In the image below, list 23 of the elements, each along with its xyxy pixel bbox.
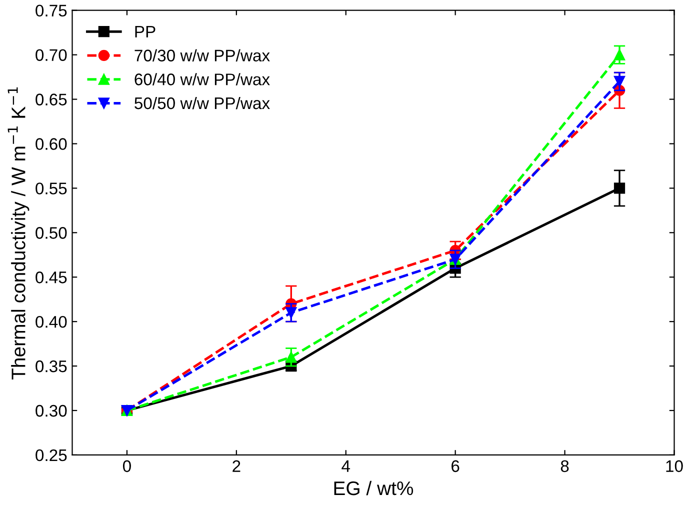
y-tick-label: 0.40 <box>36 316 67 328</box>
x-tick-label: 4 <box>342 460 350 472</box>
x-tick-label: 2 <box>232 460 240 472</box>
y-tick-label: 0.25 <box>36 449 67 462</box>
y-tick-label: 0.55 <box>36 182 67 194</box>
x-axis-title: EG / wt% <box>334 480 414 496</box>
y-tick-label: 0.50 <box>36 227 67 239</box>
y-tick-label: 0.60 <box>36 138 67 150</box>
y-tick-label: 0.45 <box>36 272 67 284</box>
y-tick-label: 0.75 <box>36 4 67 17</box>
x-tick-label: 8 <box>560 460 569 472</box>
legend-label: PP <box>135 26 156 38</box>
legend-label: 50/50 w/w PP/wax <box>134 96 270 110</box>
legend-label: 60/40 w/w PP/wax <box>134 73 270 86</box>
y-tick-label: 0.35 <box>36 360 67 372</box>
y-tick-label: 0.30 <box>36 404 67 417</box>
y-axis-title: Thermal conductivity / W m$^{−1}$ K$^{−1}$ <box>8 87 30 380</box>
y-tick-label: 0.70 <box>36 49 67 62</box>
legend-label: 70/30 w/w PP/wax <box>134 49 270 62</box>
x-tick-label: 0 <box>122 460 131 472</box>
x-tick-label: 10 <box>666 460 683 472</box>
y-tick-label: 0.65 <box>36 94 67 106</box>
x-tick-label: 6 <box>452 460 460 472</box>
